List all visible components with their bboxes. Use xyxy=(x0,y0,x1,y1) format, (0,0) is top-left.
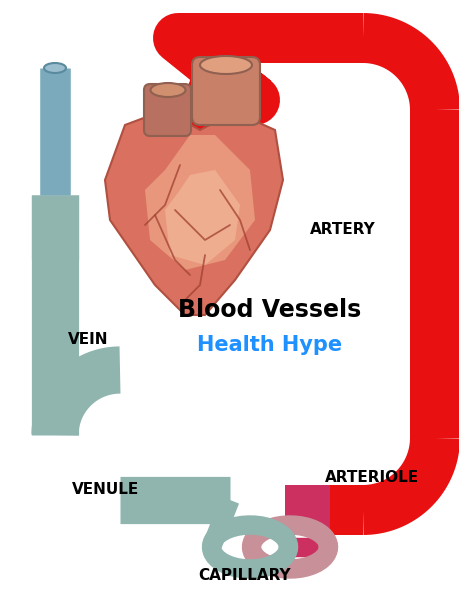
FancyBboxPatch shape xyxy=(191,57,259,125)
Polygon shape xyxy=(165,170,240,265)
Text: VENULE: VENULE xyxy=(72,482,139,497)
Ellipse shape xyxy=(150,83,185,97)
Text: Blood Vessels: Blood Vessels xyxy=(178,298,361,322)
Polygon shape xyxy=(145,135,254,270)
Text: ARTERIOLE: ARTERIOLE xyxy=(325,470,418,485)
Text: ARTERY: ARTERY xyxy=(309,223,375,238)
Polygon shape xyxy=(105,110,282,315)
Text: Health Hype: Health Hype xyxy=(197,335,342,355)
Ellipse shape xyxy=(200,56,252,74)
FancyBboxPatch shape xyxy=(144,84,190,136)
Ellipse shape xyxy=(44,63,66,73)
Text: CAPILLARY: CAPILLARY xyxy=(197,567,290,582)
Text: VEIN: VEIN xyxy=(68,332,108,347)
